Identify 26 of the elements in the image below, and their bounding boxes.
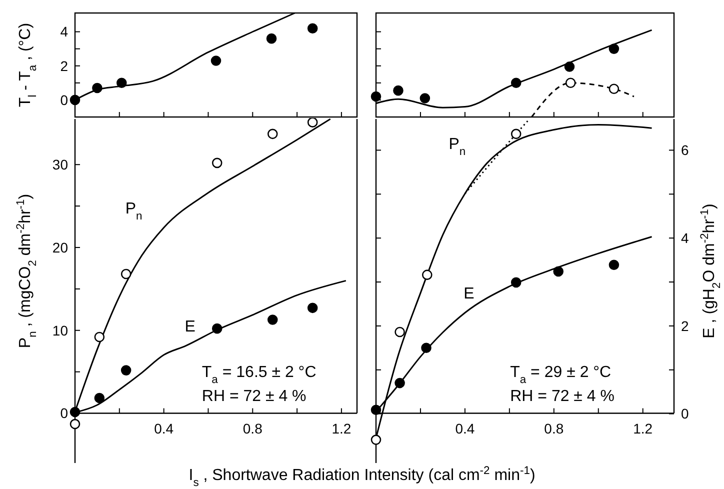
y-tick-label: 10 bbox=[52, 322, 68, 338]
annotation: T$_{a}$ = 29 ± 2 °C bbox=[510, 364, 612, 386]
y2-tick-label: 6 bbox=[681, 142, 689, 158]
y-tick-label: 0 bbox=[60, 405, 68, 422]
x-tick-label: 0.8 bbox=[242, 420, 263, 436]
annotation: RH = 72 ± 4 % bbox=[202, 388, 306, 405]
y2-tick-label: 0 bbox=[681, 406, 689, 422]
x-tick-label: 0.4 bbox=[154, 420, 174, 436]
annotation: T$_{a}$ = 16.5 ± 2 °C bbox=[202, 364, 316, 386]
y-tick-label: 4 bbox=[60, 24, 68, 40]
x-tick-label: 0.4 bbox=[455, 420, 475, 436]
series-label: P$_{n}$ bbox=[448, 136, 466, 158]
y-tick-label: 0 bbox=[60, 92, 68, 108]
y-tick-label: 30 bbox=[52, 156, 68, 172]
x-tick-label: 1.2 bbox=[332, 420, 352, 436]
x-tick-label: 1.2 bbox=[633, 420, 653, 436]
y2-tick-label: 4 bbox=[681, 230, 689, 246]
x-axis-title: I$_{s}$ , Shortwave Radiation Intensity (cal cm$^{-2}$ min$^{-1}$) bbox=[188, 465, 536, 489]
y2-tick-label: 2 bbox=[681, 318, 689, 334]
series-label: P$_{n}$ bbox=[125, 200, 142, 223]
x-tick-label: 0.8 bbox=[544, 420, 564, 436]
series-label: E bbox=[464, 286, 474, 303]
annotation: RH = 72 ± 4 % bbox=[510, 388, 614, 405]
series-label: E bbox=[184, 318, 196, 336]
y-tick-label: 2 bbox=[60, 58, 68, 74]
y-tick-label: 20 bbox=[52, 239, 68, 256]
